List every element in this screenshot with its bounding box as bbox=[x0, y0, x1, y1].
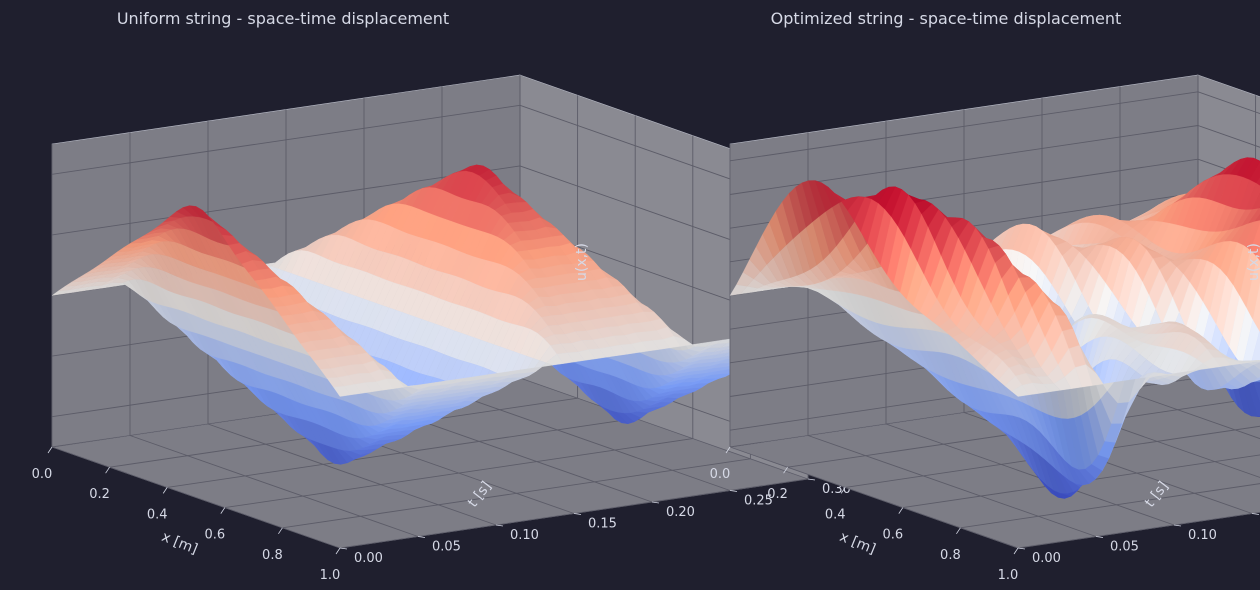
y-tick bbox=[573, 513, 582, 515]
y-tick bbox=[651, 501, 660, 504]
chart-title: Uniform string - space-time displacement bbox=[117, 9, 449, 28]
x-tick bbox=[898, 507, 904, 514]
y-tick bbox=[339, 547, 348, 550]
surface-patch bbox=[333, 386, 351, 397]
y-tick-label: 0.25 bbox=[744, 494, 773, 509]
surface-patch bbox=[1255, 176, 1260, 186]
x-tick-label: 1.0 bbox=[998, 568, 1019, 583]
x-axis-label: x [m] bbox=[837, 529, 878, 558]
y-tick-label: 0.20 bbox=[666, 505, 695, 520]
y-grid-line bbox=[519, 377, 809, 480]
x-tick bbox=[162, 487, 168, 494]
x-tick bbox=[783, 466, 788, 474]
y-grid-line bbox=[729, 446, 1019, 549]
y-tick bbox=[807, 478, 816, 481]
y-grid-line bbox=[207, 423, 497, 526]
ticks: 0.00.20.40.60.81.00.000.050.100.150.200.… bbox=[710, 446, 1260, 583]
x-tick bbox=[220, 507, 226, 514]
y-tick bbox=[495, 524, 504, 527]
x-tick bbox=[1013, 547, 1019, 555]
x-tick-label: 0.2 bbox=[89, 487, 110, 502]
x-tick-label: 0.4 bbox=[147, 507, 168, 522]
z-grid-line bbox=[1197, 91, 1260, 115]
z-axis-label: u(x,t) bbox=[574, 243, 590, 281]
y-grid-line bbox=[807, 435, 1097, 537]
x-tick-label: 0.4 bbox=[825, 507, 846, 522]
y-tick bbox=[1173, 524, 1182, 527]
x-tick bbox=[725, 446, 731, 454]
x-tick bbox=[47, 446, 53, 454]
x-axis-label: x [m] bbox=[159, 529, 200, 558]
x-tick bbox=[840, 487, 846, 494]
x-tick-label: 0.8 bbox=[940, 548, 961, 563]
y-grid-line bbox=[441, 389, 731, 491]
y-grid-line bbox=[1119, 389, 1260, 440]
z-axis-label: u(x,t) bbox=[1246, 243, 1260, 281]
x-tick bbox=[105, 466, 110, 474]
x-tick bbox=[956, 527, 961, 535]
y-tick-label: 0.10 bbox=[510, 528, 539, 543]
z-grid-line bbox=[51, 104, 521, 175]
chart-title: Optimized string - space-time displaceme… bbox=[771, 9, 1122, 28]
x-tick-label: 0.0 bbox=[32, 467, 53, 482]
z-grid-line bbox=[1197, 125, 1260, 148]
y-grid-line bbox=[129, 435, 419, 537]
surface-patch bbox=[1256, 245, 1260, 262]
x-tick-label: 0.8 bbox=[262, 548, 283, 563]
y-tick-label: 0.00 bbox=[1032, 551, 1061, 566]
x-tick-label: 1.0 bbox=[320, 568, 341, 583]
x-tick-label: 0.2 bbox=[767, 487, 788, 502]
y-tick bbox=[1017, 547, 1026, 550]
x-tick-label: 0.0 bbox=[710, 467, 731, 482]
z-grid-line bbox=[51, 165, 521, 236]
x-tick-label: 0.6 bbox=[882, 528, 903, 543]
surface bbox=[729, 157, 1260, 499]
z-grid-line bbox=[729, 91, 1199, 162]
x-tick bbox=[278, 527, 283, 535]
y-tick-label: 0.15 bbox=[588, 517, 617, 532]
plot-uniform-string: 0.0 0.2 0.4 0.6 0.8 1.0 0.00 0.05 0.10 0.15 0.20 0.… bbox=[32, 9, 854, 583]
x-tick bbox=[335, 547, 341, 555]
plot-optimized-string: 0.00.20.40.60.81.00.000.050.100.150.200.… bbox=[710, 9, 1260, 583]
y-tick bbox=[729, 490, 738, 492]
x-tick-label: 0.6 bbox=[204, 528, 225, 543]
y-tick-label: 0.05 bbox=[1110, 540, 1139, 555]
surface bbox=[51, 164, 809, 465]
y-grid-line bbox=[885, 423, 1175, 526]
y-tick-label: 0.10 bbox=[1188, 528, 1217, 543]
y-grid-line bbox=[51, 446, 341, 549]
surface-patch bbox=[1011, 384, 1029, 397]
y-tick-label: 0.00 bbox=[354, 551, 383, 566]
y-tick bbox=[1095, 536, 1104, 538]
y-tick bbox=[417, 536, 426, 538]
y-tick bbox=[1251, 513, 1260, 515]
y-tick-label: 0.05 bbox=[432, 540, 461, 555]
